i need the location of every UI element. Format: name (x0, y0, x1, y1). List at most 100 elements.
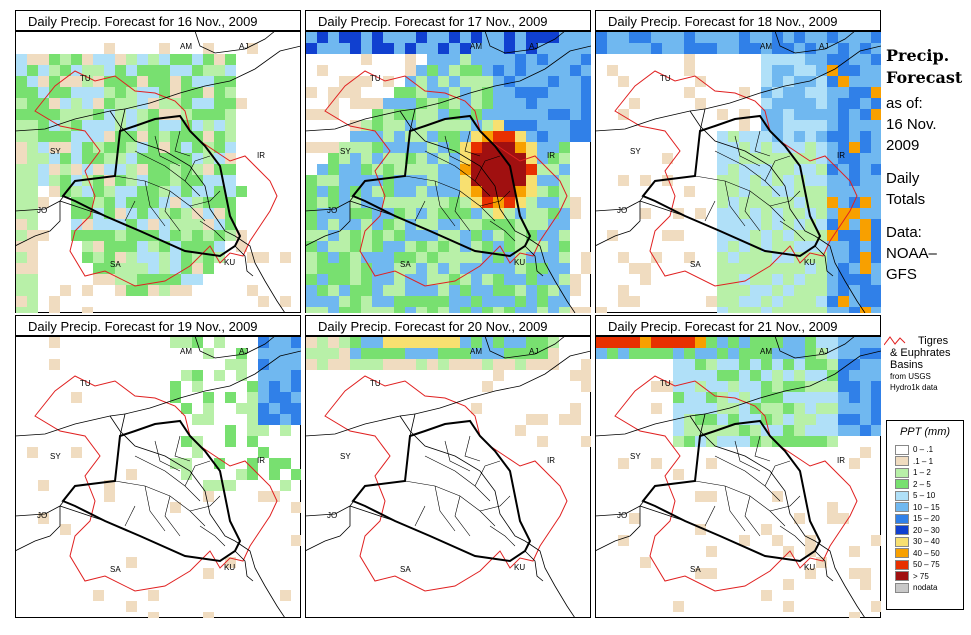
precip-cell (816, 175, 827, 186)
precip-cell (706, 414, 717, 425)
precip-cell (827, 54, 838, 65)
precip-cell (504, 348, 515, 359)
precip-cell (60, 164, 71, 175)
precip-cell (526, 32, 537, 43)
precip-cell (317, 219, 328, 230)
precip-cell (816, 164, 827, 175)
precip-cell (306, 296, 317, 307)
precip-cell (548, 120, 559, 131)
precip-cell (526, 54, 537, 65)
precip-cell (383, 43, 394, 54)
precip-cell (471, 403, 482, 414)
precip-cell (684, 414, 695, 425)
precip-cell (728, 381, 739, 392)
precip-cell (361, 164, 372, 175)
precip-cell (482, 120, 493, 131)
precip-cell (629, 296, 640, 307)
precip-cell (772, 370, 783, 381)
precip-cell (192, 197, 203, 208)
legend-swatch (895, 548, 909, 559)
legend-swatch (895, 525, 909, 536)
precip-cell (159, 109, 170, 120)
precip-cell (339, 32, 350, 43)
precip-cell (728, 175, 739, 186)
precip-cell (717, 359, 728, 370)
precip-cell (269, 414, 280, 425)
precip-cell (247, 414, 258, 425)
precip-cell (827, 337, 838, 348)
precip-cell (827, 392, 838, 403)
precip-cell (805, 186, 816, 197)
precip-cell (225, 197, 236, 208)
precip-cell (794, 403, 805, 414)
precip-cell (717, 153, 728, 164)
precip-cell (596, 337, 607, 348)
legend-label: 40 – 50 (913, 548, 940, 558)
precip-cell (328, 175, 339, 186)
precip-cell (739, 348, 750, 359)
precip-cell (860, 98, 871, 109)
precip-cell (482, 296, 493, 307)
precip-cell (350, 241, 361, 252)
country-label: AM (760, 347, 772, 356)
precip-cell (16, 230, 27, 241)
precip-cell (761, 197, 772, 208)
precip-cell (673, 414, 684, 425)
country-label: SA (400, 565, 411, 574)
country-label: AJ (819, 42, 828, 51)
precip-cell (783, 436, 794, 447)
precip-cell (60, 524, 71, 535)
precip-cell (783, 425, 794, 436)
precip-cell (93, 197, 104, 208)
precip-cell (350, 76, 361, 87)
precip-cell (416, 263, 427, 274)
precip-cell (849, 381, 860, 392)
precip-cell (651, 43, 662, 54)
country-label: AJ (819, 347, 828, 356)
precip-cell (871, 43, 881, 54)
precip-cell (203, 54, 214, 65)
province-border (744, 190, 761, 232)
precip-cell (104, 263, 115, 274)
province-border (199, 525, 226, 547)
province-border (489, 220, 516, 242)
country-border (814, 245, 834, 277)
precip-cell (181, 164, 192, 175)
precip-cell (49, 186, 60, 197)
precip-cell (805, 219, 816, 230)
precip-cell (526, 252, 537, 263)
precip-cell (317, 142, 328, 153)
precip-cell (526, 120, 537, 131)
precip-cell (306, 348, 317, 359)
precip-cell (706, 43, 717, 54)
precip-cell (27, 307, 38, 313)
province-border (154, 135, 181, 167)
province-border (154, 440, 181, 472)
precip-cell (548, 197, 559, 208)
precip-cell (695, 32, 706, 43)
precip-cell (772, 65, 783, 76)
precip-cell (137, 54, 148, 65)
country-border (399, 415, 526, 542)
precip-cell (225, 120, 236, 131)
country-label: JO (37, 206, 47, 215)
legend-swatch (895, 536, 909, 547)
precip-cell (783, 370, 794, 381)
precip-cell (816, 307, 827, 313)
precip-cell (772, 230, 783, 241)
precip-cell (269, 348, 280, 359)
precip-cell (460, 76, 471, 87)
precip-cell (170, 337, 181, 348)
precip-cell (405, 252, 416, 263)
precip-cell (581, 76, 591, 87)
precip-cell (339, 186, 350, 197)
precip-cell (60, 153, 71, 164)
precip-cell (783, 296, 794, 307)
precip-cell (269, 337, 280, 348)
precip-cell (38, 54, 49, 65)
precip-cell (526, 337, 537, 348)
precip-cell (372, 307, 383, 313)
precip-cell (482, 381, 493, 392)
precip-cell (16, 197, 27, 208)
country-label: IR (547, 151, 555, 160)
